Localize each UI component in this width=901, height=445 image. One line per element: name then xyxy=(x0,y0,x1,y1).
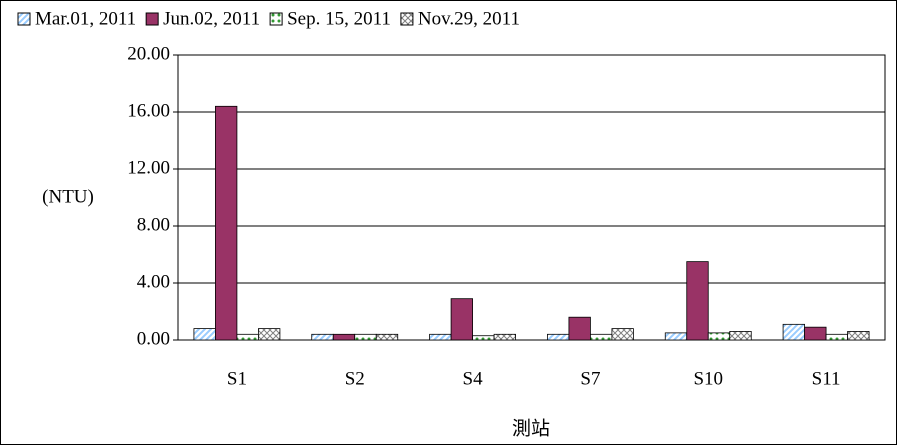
bar xyxy=(354,333,377,341)
bar xyxy=(236,333,259,341)
y-tick-label: 8.00 xyxy=(137,214,170,235)
bar xyxy=(193,328,216,341)
bar xyxy=(664,332,688,341)
bar xyxy=(472,335,495,341)
legend-swatch xyxy=(145,12,159,26)
bar xyxy=(332,333,356,341)
plot-area xyxy=(177,54,886,341)
y-tick-label: 0.00 xyxy=(137,328,170,349)
bar xyxy=(729,331,752,341)
bar xyxy=(590,333,613,341)
y-tick-label: 4.00 xyxy=(137,271,170,292)
bar xyxy=(825,333,848,341)
y-tick-label: 12.00 xyxy=(127,157,170,178)
bar xyxy=(686,261,709,341)
legend-label: Sep. 15, 2011 xyxy=(287,8,391,29)
legend-label: Mar.01, 2011 xyxy=(35,8,136,29)
bar xyxy=(429,333,452,341)
x-tick-label: S1 xyxy=(227,368,247,389)
legend-swatch xyxy=(17,12,31,26)
bar xyxy=(547,333,570,341)
y-tick-label: 16.00 xyxy=(127,100,170,121)
bar xyxy=(847,331,870,341)
bar xyxy=(707,332,731,341)
x-tick-label: S11 xyxy=(812,368,841,389)
y-axis-label: (NTU) xyxy=(42,186,94,207)
bar xyxy=(375,333,399,341)
bar xyxy=(311,333,334,341)
y-tick-label: 20.00 xyxy=(127,43,170,64)
legend-label: Jun.02, 2011 xyxy=(163,8,260,29)
x-axis-label: 測站 xyxy=(512,417,550,439)
bar xyxy=(450,298,473,341)
bar xyxy=(568,316,591,341)
bar xyxy=(782,323,805,341)
x-tick-label: S4 xyxy=(463,368,484,389)
legend-swatch xyxy=(400,12,414,26)
bar xyxy=(258,328,281,341)
bar xyxy=(611,328,634,341)
bar xyxy=(804,326,827,341)
legend-label: Nov.29, 2011 xyxy=(418,8,520,29)
legend-swatch xyxy=(269,12,283,26)
x-tick-label: S2 xyxy=(345,368,365,389)
bar xyxy=(493,333,516,341)
bar xyxy=(215,105,238,341)
x-tick-label: S10 xyxy=(693,368,723,389)
x-tick-label: S7 xyxy=(580,368,600,389)
